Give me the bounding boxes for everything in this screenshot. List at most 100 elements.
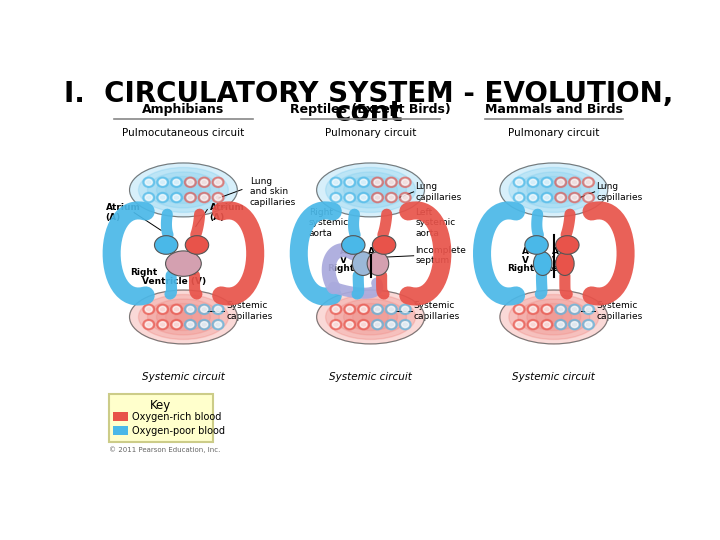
Ellipse shape — [212, 177, 224, 187]
Bar — [112, 412, 128, 421]
Ellipse shape — [388, 306, 395, 312]
Ellipse shape — [555, 177, 567, 187]
Ellipse shape — [159, 322, 166, 328]
Text: Right
systemic
aorta: Right systemic aorta — [309, 208, 349, 238]
Text: Atrium
(A): Atrium (A) — [210, 203, 245, 222]
Ellipse shape — [358, 177, 369, 187]
Ellipse shape — [500, 290, 608, 344]
Ellipse shape — [341, 235, 365, 254]
Ellipse shape — [344, 304, 356, 314]
Ellipse shape — [536, 308, 572, 326]
Ellipse shape — [388, 179, 395, 185]
Ellipse shape — [402, 306, 409, 312]
Ellipse shape — [556, 252, 574, 275]
Ellipse shape — [215, 179, 222, 185]
Ellipse shape — [513, 320, 525, 330]
Text: Pulmonary circuit: Pulmonary circuit — [508, 128, 600, 138]
Ellipse shape — [333, 322, 339, 328]
Ellipse shape — [402, 194, 409, 200]
Ellipse shape — [544, 322, 550, 328]
Ellipse shape — [212, 320, 224, 330]
Ellipse shape — [529, 194, 536, 200]
Ellipse shape — [544, 194, 550, 200]
Ellipse shape — [156, 177, 210, 204]
Ellipse shape — [582, 320, 595, 330]
Ellipse shape — [585, 194, 592, 200]
Ellipse shape — [571, 179, 578, 185]
Text: Right: Right — [130, 268, 158, 277]
Ellipse shape — [184, 192, 197, 202]
Text: Left: Left — [546, 265, 567, 273]
Ellipse shape — [569, 192, 580, 202]
Ellipse shape — [330, 192, 342, 202]
Ellipse shape — [184, 177, 197, 187]
Ellipse shape — [138, 167, 228, 212]
Ellipse shape — [536, 181, 572, 199]
Ellipse shape — [187, 306, 194, 312]
Ellipse shape — [374, 322, 381, 328]
Ellipse shape — [187, 194, 194, 200]
Ellipse shape — [518, 172, 590, 208]
Ellipse shape — [569, 320, 580, 330]
Ellipse shape — [346, 306, 354, 312]
Ellipse shape — [215, 194, 222, 200]
Ellipse shape — [184, 320, 197, 330]
Text: cont: cont — [335, 99, 403, 127]
Ellipse shape — [159, 179, 166, 185]
Ellipse shape — [529, 306, 536, 312]
Ellipse shape — [173, 306, 180, 312]
Text: Pulmonary circuit: Pulmonary circuit — [325, 128, 416, 138]
Ellipse shape — [171, 177, 182, 187]
Text: V: V — [552, 256, 559, 265]
Ellipse shape — [509, 167, 599, 212]
Ellipse shape — [516, 179, 523, 185]
Ellipse shape — [145, 179, 153, 185]
Ellipse shape — [571, 322, 578, 328]
Ellipse shape — [325, 294, 415, 340]
Ellipse shape — [343, 177, 397, 204]
Text: Mammals and Birds: Mammals and Birds — [485, 103, 623, 116]
Ellipse shape — [343, 303, 397, 330]
Ellipse shape — [372, 192, 383, 202]
Ellipse shape — [212, 192, 224, 202]
Ellipse shape — [402, 322, 409, 328]
Text: V: V — [367, 256, 374, 265]
Ellipse shape — [527, 304, 539, 314]
Ellipse shape — [184, 304, 197, 314]
Ellipse shape — [317, 290, 425, 344]
Ellipse shape — [385, 304, 397, 314]
Ellipse shape — [201, 194, 208, 200]
Text: A: A — [367, 247, 374, 255]
Ellipse shape — [145, 306, 153, 312]
Ellipse shape — [187, 179, 194, 185]
Ellipse shape — [358, 304, 369, 314]
Ellipse shape — [215, 322, 222, 328]
Text: Oxygen-rich blood: Oxygen-rich blood — [132, 411, 221, 422]
Text: Oxygen-poor blood: Oxygen-poor blood — [132, 426, 225, 436]
Ellipse shape — [171, 192, 182, 202]
Ellipse shape — [569, 177, 580, 187]
Ellipse shape — [145, 194, 153, 200]
Ellipse shape — [157, 320, 168, 330]
Text: I.  CIRCULATORY SYSTEM - EVOLUTION,: I. CIRCULATORY SYSTEM - EVOLUTION, — [64, 80, 674, 108]
Ellipse shape — [353, 308, 389, 326]
Text: Systemic circuit: Systemic circuit — [329, 372, 412, 382]
Text: Ventricle (V): Ventricle (V) — [142, 278, 206, 286]
Ellipse shape — [372, 320, 383, 330]
Ellipse shape — [571, 306, 578, 312]
Ellipse shape — [157, 192, 168, 202]
Text: Atrium
(A): Atrium (A) — [106, 203, 140, 222]
Ellipse shape — [201, 179, 208, 185]
Text: Systemic
capillaries: Systemic capillaries — [227, 301, 273, 321]
Ellipse shape — [527, 320, 539, 330]
Ellipse shape — [145, 322, 153, 328]
Ellipse shape — [148, 172, 220, 208]
Ellipse shape — [155, 235, 178, 254]
Ellipse shape — [360, 179, 367, 185]
Ellipse shape — [557, 179, 564, 185]
Ellipse shape — [385, 192, 397, 202]
Ellipse shape — [173, 179, 180, 185]
Ellipse shape — [360, 194, 367, 200]
Ellipse shape — [372, 304, 383, 314]
Ellipse shape — [159, 306, 166, 312]
